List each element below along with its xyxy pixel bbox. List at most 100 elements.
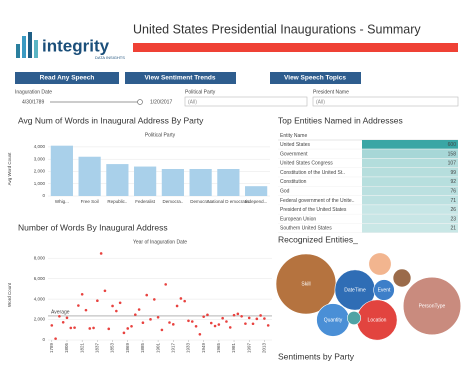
dropdown-value[interactable]: (All) [188,99,197,105]
point [141,321,145,325]
y-tick-label: 6,000 [34,276,46,281]
y-tick-label: 3,000 [34,156,46,161]
table-cell-bg [362,177,458,186]
table-cell: Constitution of the United St.. [280,170,345,176]
party-dropdown[interactable] [184,96,308,107]
point [149,318,152,321]
button-label[interactable]: View Speech Topics [284,75,346,82]
point [228,326,232,329]
reference-label: Average [51,309,70,315]
x-tick-label: 1933 [186,343,191,354]
table-cell: European Union [280,216,316,222]
y-tick-label: 2,000 [34,169,46,174]
point [137,308,141,311]
table-cell: 71 [450,198,456,204]
table-cell: 76 [450,188,456,194]
button[interactable]: Read Any Speech [15,72,119,84]
point [263,317,266,320]
point [244,322,247,325]
table-cell: United States [280,142,311,148]
chart-subtitle: Year of Inaguration Date [133,239,187,245]
slider-handle[interactable] [137,99,143,105]
table-cell: Federal government of the Unite.. [280,198,355,204]
x-tick-label: 1965 [216,343,221,354]
table-cell-bg [362,205,458,214]
chart-title: Recognized Entities_ [278,234,358,244]
bubble [346,310,362,326]
point [156,315,160,319]
table-cell: 600 [448,142,457,148]
point [232,313,236,317]
x-tick-label: Federalist [135,199,156,204]
button[interactable]: View Speech Topics [270,72,361,84]
date-end[interactable]: 1/20/2017 [150,99,172,105]
point [179,297,183,300]
point [69,326,73,330]
bar [245,186,268,196]
button[interactable]: View Sentiment Trends [125,72,236,84]
table-cell: 92 [450,179,456,185]
point [175,304,179,308]
table-cell: Southern United States [280,226,332,232]
bar [217,169,240,196]
x-tick-label: 1917 [170,343,175,354]
logo-bar [34,40,38,58]
point [168,321,171,324]
bar [50,145,73,196]
point [190,320,194,323]
point [259,314,262,317]
date-start[interactable]: 4/30/1789 [22,99,44,105]
bar [161,169,184,196]
x-tick-label: 1885 [140,343,145,354]
point [122,331,126,335]
button-label[interactable]: View Sentiment Trends [144,75,215,82]
x-tick-label: National D emocratic [207,199,250,204]
table-cell-bg [362,186,458,196]
chart-subtitle: Political Party [145,132,176,138]
point [255,317,259,321]
table-cell: 26 [450,207,456,213]
button-bg[interactable] [125,72,236,84]
chart-title: Number of Words By Inaugural Address [18,222,168,232]
y-tick-label: 2,000 [34,317,46,322]
logo-bar [16,44,20,58]
bubble [373,279,395,301]
dropdown-value[interactable]: (All) [316,99,325,105]
x-tick-label: Whig... [55,199,69,204]
point [77,304,80,307]
logo: integrity DATA INSIGHTS [16,32,125,60]
button-label[interactable]: Read Any Speech [40,75,95,82]
point [164,283,167,286]
x-tick-label: 1869 [125,343,130,354]
table-header: Entity Name [280,133,307,139]
title-bar [133,43,458,52]
table-cell-bg [362,149,458,159]
y-tick-label: 1,000 [34,181,46,186]
x-tick-label: 1981 [231,343,236,354]
point [236,312,240,316]
x-tick-label: 1949 [201,343,206,354]
y-axis-label: Avg Word Count [7,152,12,186]
logo-bar [22,36,26,58]
y-tick-label: 4,000 [34,296,46,301]
y-tick-label: 8,000 [34,255,46,260]
point [58,314,61,318]
bar [189,169,212,196]
bubble-label: Location [368,317,387,323]
point [111,304,114,308]
table-cell: 158 [448,151,457,157]
x-tick-label: 1837 [95,343,100,354]
point [84,308,88,312]
table-cell: 23 [450,216,456,222]
y-tick-label: 4,000 [34,144,46,149]
point [187,319,190,323]
x-tick-label: Democra.. [162,199,183,204]
button-bg[interactable] [15,72,119,84]
bar [106,164,129,196]
button-bg[interactable] [270,72,361,84]
president-dropdown[interactable] [312,96,459,107]
bubble [392,268,412,288]
bubble-label: Quantity [324,317,343,323]
point [73,326,76,329]
x-tick-label: 1901 [155,343,160,354]
